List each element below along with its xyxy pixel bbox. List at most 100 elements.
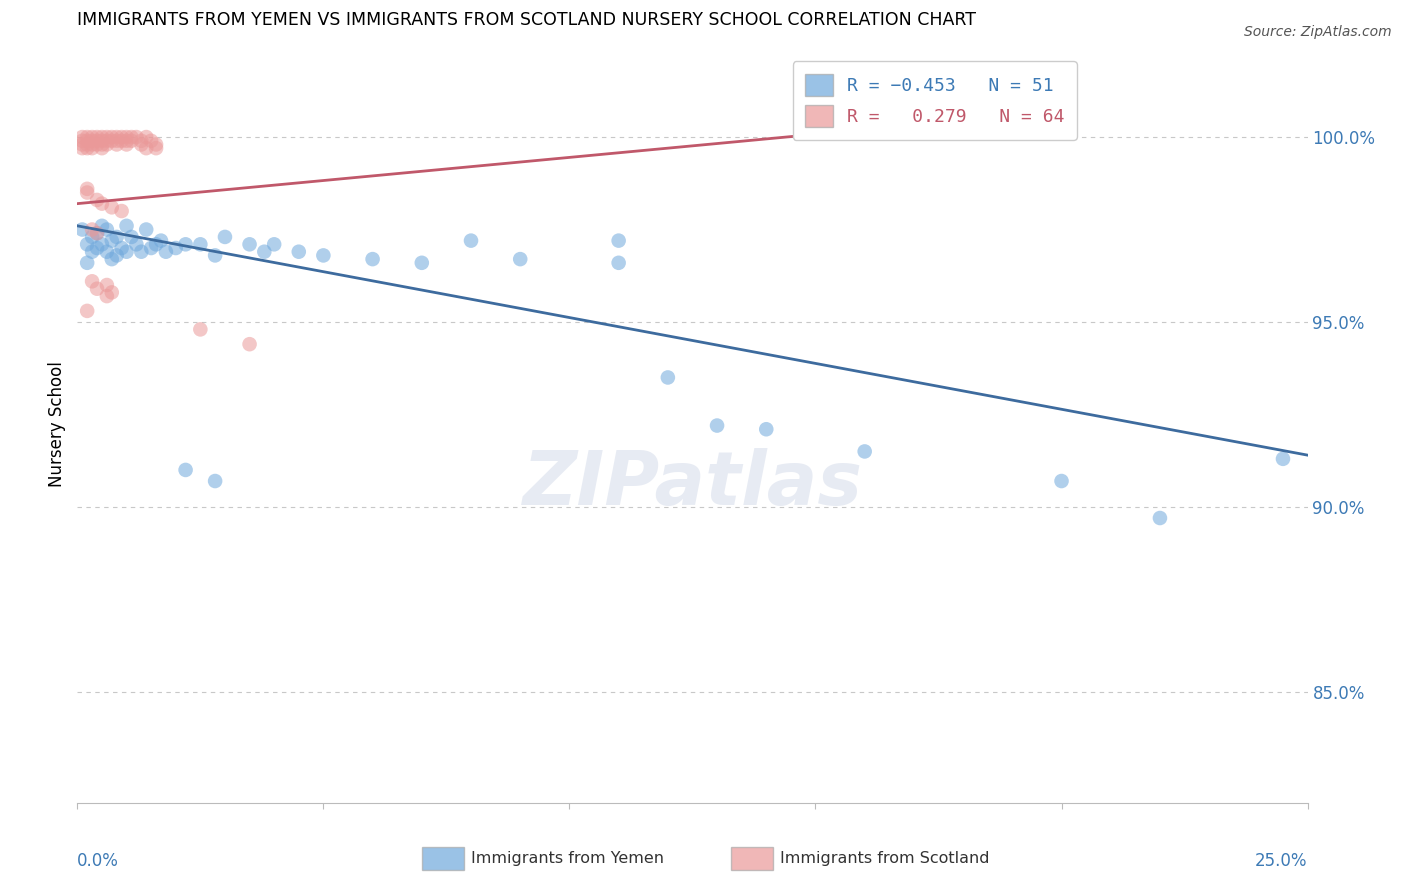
Point: [86, 226, 108, 240]
Point: [188, 322, 212, 336]
Point: [101, 134, 124, 148]
Point: [1272, 451, 1295, 466]
Point: [155, 244, 177, 259]
Point: [288, 244, 311, 259]
Point: [165, 241, 187, 255]
Point: [76, 134, 98, 148]
Point: [135, 130, 157, 145]
Point: [96, 130, 118, 145]
Point: [111, 204, 132, 219]
Point: [90, 137, 114, 152]
Point: [121, 134, 143, 148]
Point: [125, 237, 148, 252]
Point: [121, 230, 143, 244]
Point: [70, 130, 93, 145]
Text: Source: ZipAtlas.com: Source: ZipAtlas.com: [1244, 25, 1392, 39]
Y-axis label: Nursery School: Nursery School: [48, 360, 66, 487]
Point: [105, 230, 128, 244]
Point: [105, 130, 128, 145]
Point: [76, 137, 98, 152]
Point: [96, 222, 118, 236]
Point: [253, 244, 276, 259]
Point: [96, 289, 118, 303]
Point: [150, 234, 173, 248]
Point: [145, 137, 167, 152]
Point: [76, 256, 98, 270]
Point: [96, 134, 118, 148]
Point: [70, 222, 93, 236]
Point: [141, 134, 163, 148]
Point: [86, 137, 108, 152]
Point: [607, 256, 630, 270]
Point: [70, 137, 93, 152]
Point: [145, 141, 167, 155]
Point: [90, 141, 114, 155]
Point: [263, 237, 285, 252]
Point: [86, 241, 108, 255]
Point: [135, 222, 157, 236]
Point: [204, 248, 226, 262]
Point: [86, 226, 108, 240]
Point: [204, 474, 226, 488]
Point: [111, 241, 132, 255]
Point: [101, 234, 124, 248]
Point: [76, 130, 98, 145]
Point: [101, 200, 124, 214]
Point: [361, 252, 384, 266]
Text: 0.0%: 0.0%: [77, 852, 120, 870]
Point: [76, 186, 98, 200]
Point: [82, 134, 104, 148]
Point: [82, 141, 104, 155]
Text: 25.0%: 25.0%: [1256, 852, 1308, 870]
Point: [607, 234, 630, 248]
Point: [86, 130, 108, 145]
Point: [105, 137, 128, 152]
Point: [105, 248, 128, 262]
Point: [174, 237, 197, 252]
Text: Immigrants from Yemen: Immigrants from Yemen: [471, 852, 664, 866]
Point: [82, 137, 104, 152]
Point: [111, 134, 132, 148]
Point: [141, 241, 163, 255]
Point: [86, 134, 108, 148]
Point: [129, 134, 153, 148]
Point: [174, 463, 197, 477]
Point: [657, 370, 679, 384]
Point: [411, 256, 433, 270]
Point: [101, 130, 124, 145]
Point: [82, 222, 104, 236]
Point: [90, 130, 114, 145]
Text: ZIPatlas: ZIPatlas: [523, 448, 862, 521]
Point: [129, 244, 153, 259]
Point: [853, 444, 876, 458]
Text: IMMIGRANTS FROM YEMEN VS IMMIGRANTS FROM SCOTLAND NURSERY SCHOOL CORRELATION CHA: IMMIGRANTS FROM YEMEN VS IMMIGRANTS FROM…: [77, 12, 976, 29]
Point: [76, 182, 98, 196]
Point: [86, 282, 108, 296]
Point: [101, 252, 124, 266]
Point: [86, 193, 108, 207]
Point: [121, 130, 143, 145]
Point: [135, 141, 157, 155]
Point: [76, 237, 98, 252]
Legend: R = −0.453   N = 51, R =   0.279   N = 64: R = −0.453 N = 51, R = 0.279 N = 64: [793, 62, 1077, 139]
Point: [82, 130, 104, 145]
Point: [76, 141, 98, 155]
Point: [111, 130, 132, 145]
Point: [96, 244, 118, 259]
Point: [82, 244, 104, 259]
Point: [115, 134, 138, 148]
Point: [90, 219, 114, 233]
Point: [70, 134, 93, 148]
Point: [101, 285, 124, 300]
Point: [239, 337, 262, 351]
Point: [115, 137, 138, 152]
Point: [755, 422, 778, 436]
Point: [239, 237, 262, 252]
Point: [1050, 474, 1073, 488]
Point: [188, 237, 212, 252]
Point: [115, 219, 138, 233]
Point: [82, 274, 104, 288]
Point: [145, 237, 167, 252]
Point: [96, 278, 118, 293]
Point: [96, 137, 118, 152]
